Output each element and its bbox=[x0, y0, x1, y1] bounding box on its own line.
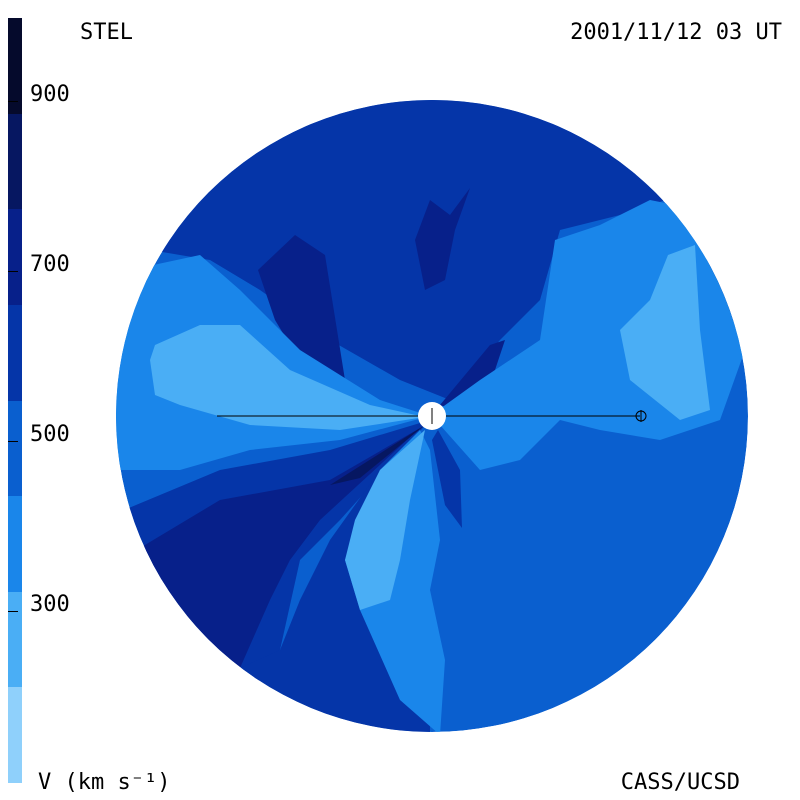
colorbar-tick-label: 700 bbox=[30, 252, 70, 277]
colorbar-tick-mark bbox=[8, 441, 18, 442]
colorbar-tick-label: 900 bbox=[30, 82, 70, 107]
velocity-region bbox=[415, 188, 470, 290]
velocity-region bbox=[620, 245, 710, 420]
colorbar-tick-mark bbox=[8, 101, 18, 102]
colorbar-segment bbox=[8, 496, 22, 592]
colorbar-tick-mark bbox=[8, 611, 18, 612]
velocity-region bbox=[440, 340, 505, 410]
velocity-region bbox=[150, 325, 425, 430]
timestamp-label: 2001/11/12 03 UT bbox=[570, 20, 782, 45]
map-title: STEL bbox=[80, 20, 133, 45]
colorbar-segment bbox=[8, 304, 22, 401]
colorbar-tick-mark bbox=[8, 271, 18, 272]
velocity-region bbox=[330, 425, 425, 485]
velocity-region bbox=[258, 235, 345, 380]
velocity-region bbox=[432, 430, 462, 528]
colorbar-tick-label: 500 bbox=[30, 422, 70, 447]
velocity-unit-label: V (km s⁻¹) bbox=[38, 770, 171, 795]
colorbar-segment bbox=[8, 209, 22, 305]
velocity-colorbar bbox=[8, 18, 22, 783]
colorbar-segment bbox=[8, 591, 22, 688]
credit-label: CASS/UCSD bbox=[620, 770, 740, 795]
colorbar-segment bbox=[8, 400, 22, 497]
colorbar-tick-label: 300 bbox=[30, 592, 70, 617]
colorbar-segment bbox=[8, 687, 22, 783]
velocity-region bbox=[345, 430, 425, 610]
colorbar-segment bbox=[8, 113, 22, 210]
velocity-region bbox=[120, 428, 420, 668]
colorbar-segment bbox=[8, 18, 22, 114]
